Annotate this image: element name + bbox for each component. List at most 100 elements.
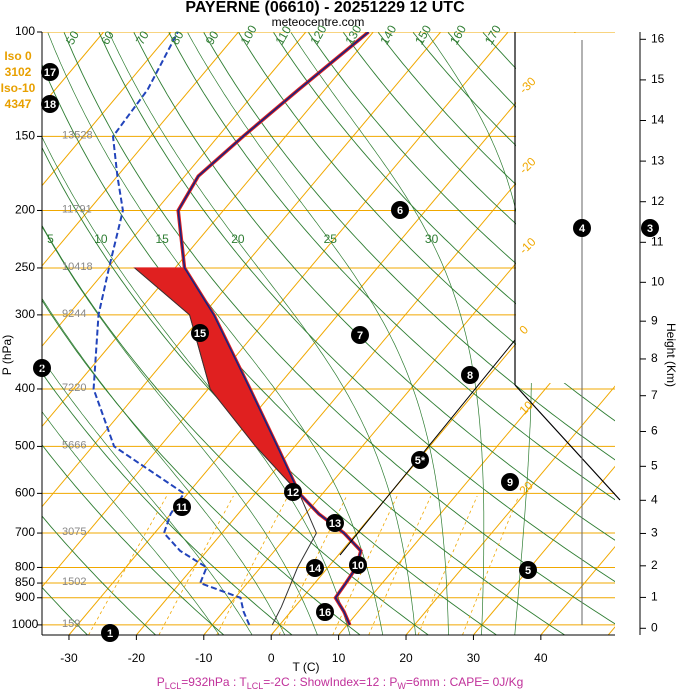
moist-adiabat-label: 5 (47, 232, 54, 246)
marker-circle (101, 624, 119, 642)
y2-tick-label: 3 (651, 526, 658, 540)
boundary-line (339, 339, 516, 556)
isotherm (42, 32, 307, 347)
footer-text: =-2C (263, 675, 290, 689)
isotherm (42, 32, 442, 508)
marker-circle (41, 95, 59, 113)
mixing-ratio-line (417, 495, 478, 635)
y2-tick-label: 8 (651, 351, 658, 365)
y2-tick-label: 15 (651, 72, 665, 86)
marker-label: 4 (579, 223, 586, 235)
dry-adiabat (42, 299, 361, 635)
marker-circle (461, 366, 479, 384)
mixing-ratio-line (88, 495, 168, 635)
x-tick-label: 30 (467, 651, 481, 665)
marker-circle (573, 219, 591, 237)
x-tick-label: 0 (268, 651, 275, 665)
moist-adiabat (42, 225, 318, 635)
isobar-height: 1502 (62, 576, 86, 588)
dry-adiabat (42, 224, 429, 635)
isobar-height: 11791 (62, 203, 92, 215)
mixing-ratio-line (368, 495, 432, 635)
isobar-height: 3075 (62, 526, 86, 538)
y-tick-label: 300 (15, 307, 35, 321)
marker-circle (411, 451, 429, 469)
dry-adiabat-label: 170 (482, 22, 504, 47)
y2-tick-label: 14 (651, 113, 665, 127)
x-tick-label: -30 (60, 651, 78, 665)
dry-adiabat (238, 32, 615, 422)
marker-label: 16 (319, 607, 331, 619)
marker-label: 10 (352, 560, 364, 572)
freezing-label: Iso-10 (1, 81, 36, 95)
y-tick-label: 250 (15, 260, 35, 274)
marker-label: 1 (107, 628, 113, 640)
y2-tick-label: 6 (651, 424, 658, 438)
annotation-layer: -30-20-100102030506070809010011012013014… (1, 22, 659, 642)
y2-axis-label: Height (Km) (664, 323, 678, 387)
isotherm (68, 32, 576, 635)
marker-circle (316, 603, 334, 621)
isotherm (42, 32, 239, 267)
x-tick-label: 20 (399, 651, 413, 665)
footer-symbol: P (389, 675, 397, 689)
temperature-line (177, 32, 370, 626)
marker-circle (391, 201, 409, 219)
marker-label: 3 (647, 223, 653, 235)
marker-label: 8 (467, 370, 473, 382)
mixing-ratio-line (462, 495, 520, 635)
footer-separator: : (379, 675, 389, 689)
wind-panel-bg (516, 33, 666, 383)
moist-adiabat (108, 32, 416, 635)
dry-adiabat-label: 80 (168, 28, 187, 47)
y-tick-label: 500 (15, 439, 35, 453)
y-tick-label: 850 (15, 575, 35, 589)
y2-tick-label: 16 (651, 31, 665, 45)
isobar-height: 10418 (62, 261, 93, 273)
marker-circle (173, 498, 191, 516)
x-tick-label: 40 (534, 651, 548, 665)
y-tick-label: 700 (15, 525, 35, 539)
moist-adiabat (426, 32, 532, 635)
marker-label: 7 (357, 330, 363, 342)
marker-label: 15 (194, 328, 206, 340)
moist-adiabat (187, 32, 449, 635)
marker-label: 5* (415, 455, 426, 467)
isobar-height: 7220 (62, 382, 86, 394)
footer: PLCL=932hPa : TLCL=-2C : ShowIndex=12 : … (157, 675, 524, 691)
footer-separator: : (440, 675, 450, 689)
footer-separator: : (290, 675, 300, 689)
marker-label: 14 (309, 563, 322, 575)
y-tick-label: 800 (15, 560, 35, 574)
freezing-height: 4347 (5, 97, 32, 111)
dry-adiabat-label: 90 (203, 28, 222, 47)
footer-text: =932hPa (181, 675, 230, 689)
mixing-ratio-line (216, 495, 289, 635)
y-tick-label: 400 (15, 381, 35, 395)
y-tick-label: 150 (15, 129, 35, 143)
isotherm (42, 32, 172, 187)
isobar-height: 5666 (62, 439, 86, 451)
y-tick-label: 200 (15, 203, 35, 217)
marker-label: 18 (44, 99, 56, 111)
marker-circle (306, 559, 324, 577)
moist-adiabat-label: 15 (155, 232, 169, 246)
y-axis-label: P (hPa) (0, 335, 14, 375)
dry-adiabat (42, 444, 225, 635)
isotherm-label: 10 (516, 398, 536, 418)
y2-tick-label: 11 (651, 234, 664, 248)
marker-circle (284, 483, 302, 501)
dewpoint-line (92, 32, 251, 626)
parcel-line (134, 267, 317, 626)
boundary-line (514, 384, 621, 501)
marker-circle (191, 324, 209, 342)
y2-tick-label: 1 (651, 590, 658, 604)
moist-adiabat (42, 297, 286, 635)
footer-text: CAPE= 0J/Kg (450, 675, 524, 689)
dry-adiabat (377, 32, 615, 272)
moist-adiabat (42, 358, 253, 635)
moist-adiabat (42, 411, 220, 635)
dry-adiabat-label: 60 (98, 28, 117, 47)
footer-subscript: LCL (247, 681, 264, 691)
